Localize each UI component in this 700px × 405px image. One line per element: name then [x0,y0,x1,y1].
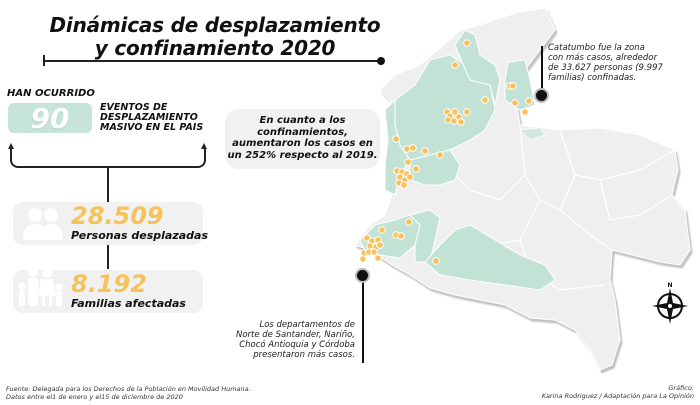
callout-line: un 252% respecto al 2019. [227,149,378,161]
source-footnote: Fuente: Delegada para los Derechos de la… [6,385,251,401]
graphic-credit: Gráfico: Karina Rodriguez / Adaptación p… [542,384,694,400]
connector-line [107,168,109,202]
events-count: 90 [30,101,70,135]
title-line-1: Dinámicas de desplazamiento [49,13,381,37]
stat-label: Personas desplazadas [71,229,209,242]
event-markers [359,39,533,265]
source-line: Datos entre el1 de enero y el15 de dicie… [6,393,183,401]
annotation-line: Los departamentos de [259,320,355,330]
page-title: Dinámicas de desplazamiento y confinamie… [40,14,390,60]
stat-label: Familias afectadas [71,297,186,310]
callout-line: aumentaron los casos en [232,138,373,149]
callout-line: En cuanto a los [259,115,346,126]
stat-value: 28.509 [71,202,164,230]
compass-rose-icon: N [652,282,688,324]
annotation-line: familias) confinadas. [548,73,637,83]
family-icon [18,267,63,306]
region-bolivar [454,29,501,106]
title-line-2: y confinamiento 2020 [94,36,336,60]
events-count-badge: 90 [8,101,92,135]
colombia-map [354,7,691,371]
departments-annotation: Los departamentos de Norte de Santander,… [215,320,355,360]
events-label-line: EVENTOS DE [100,102,168,113]
region-putumayo-caqueta [424,224,556,291]
region-arauca [518,127,546,141]
annotation-line: de 33.627 personas (9.997 [548,63,663,73]
title-divider-cap [43,55,45,66]
region-north-santander [504,59,536,111]
credit-line: Karina Rodriguez / Adaptación para La Op… [541,392,694,400]
catatumbo-annotation: Catatumbo fue la zona con más casos, alr… [548,43,698,83]
bracket-connector [10,148,206,168]
title-divider-dot [377,57,385,65]
events-label-line: DESPLAZAMIENTO [100,112,198,123]
departments-pointer-line [362,275,364,363]
annotation-line: Norte de Santander, Nariño, [235,330,355,340]
callout-line: confinamientos, [257,126,348,138]
credit-line: Gráfico: [668,384,694,392]
connector-line [107,245,109,269]
bracket-arrow-right [201,143,207,149]
bracket-arrow-left [8,143,14,149]
source-line: Fuente: Delegada para los Derechos de la… [6,385,251,393]
catatumbo-pointer-line [541,46,543,96]
catatumbo-pointer-dot [536,90,547,101]
annotation-line: Catatumbo fue la zona [548,43,645,53]
events-label-line: MASIVO EN EL PAIS [100,122,204,133]
annotation-line: con más casos, alrededor [548,53,657,63]
compass-north-label: N [667,282,672,289]
annotation-line: presentaron más casos. [253,350,355,360]
stat-card-affected-families: 8.192 Familias afectadas [13,267,203,313]
people-group-icon [23,208,63,240]
departments-pointer-dot [357,270,368,281]
stat-value: 8.192 [71,270,147,298]
events-label: EVENTOS DE DESPLAZAMIENTO MASIVO EN EL P… [100,103,230,133]
events-intro: HAN OCURRIDO [7,88,95,99]
stat-card-displaced-people: 28.509 Personas desplazadas [13,202,208,245]
annotation-line: Chocó Antioquia y Córdoba [239,340,355,350]
title-divider [43,60,380,62]
confinement-callout: En cuanto a los confinamientos, aumentar… [225,109,380,169]
